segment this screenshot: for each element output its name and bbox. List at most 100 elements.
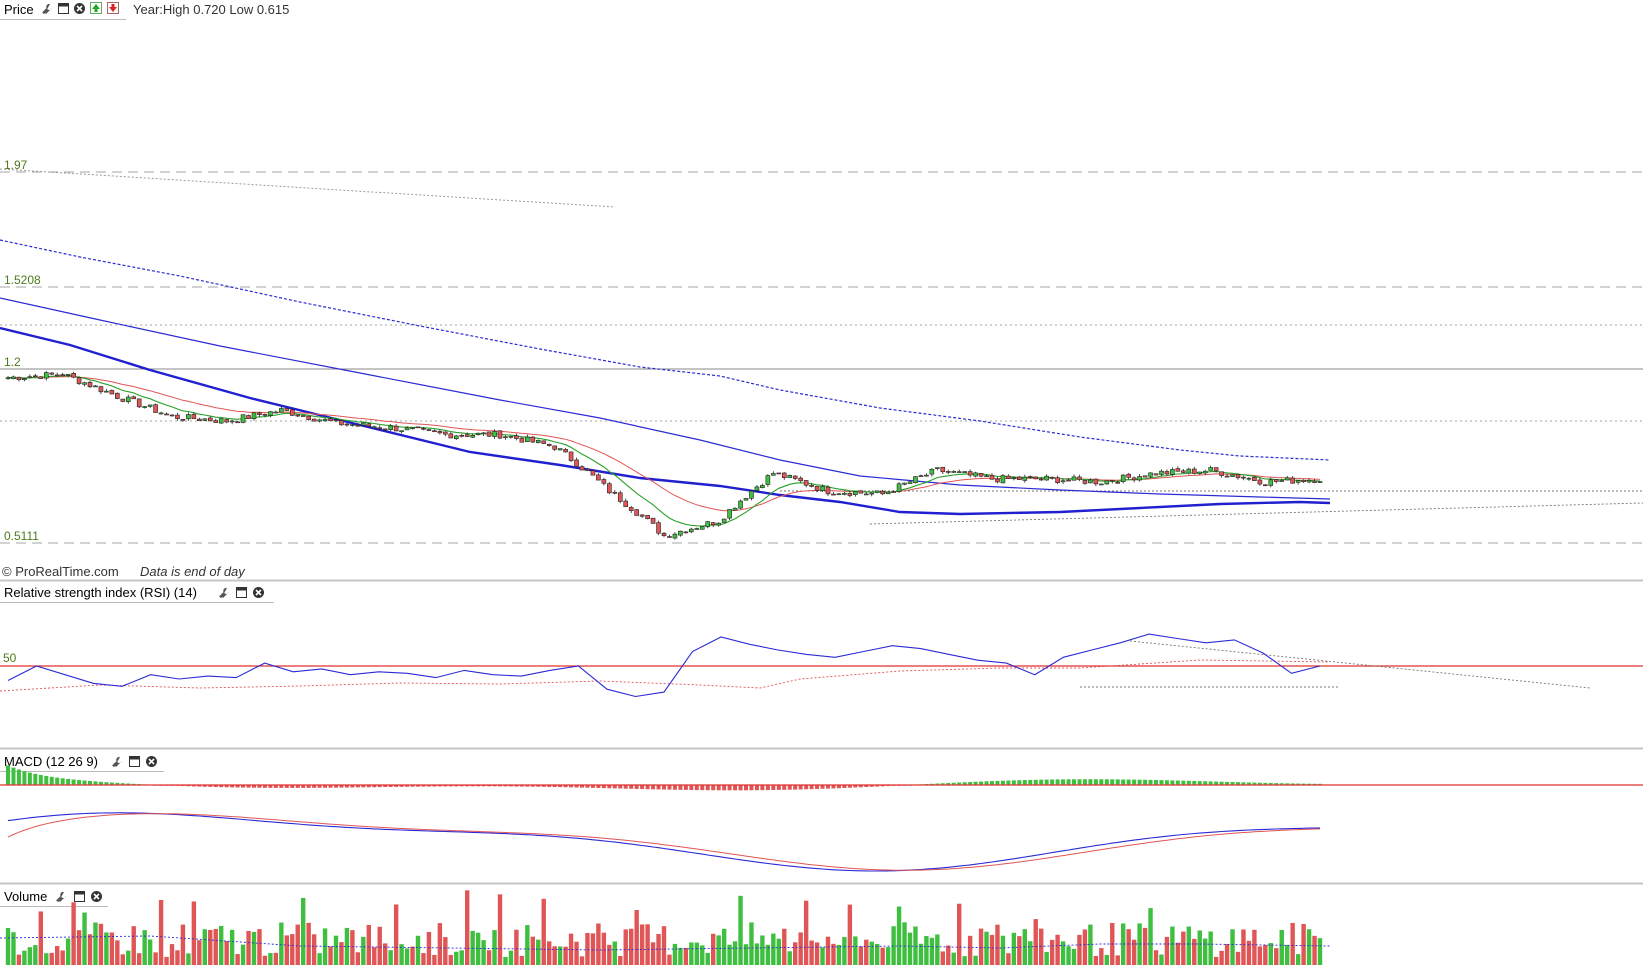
candle-body-down bbox=[918, 475, 924, 477]
volume-bar-down bbox=[683, 947, 689, 965]
macd-bar-positive bbox=[1066, 779, 1071, 785]
candle-body-down bbox=[443, 431, 448, 435]
volume-bar-up bbox=[935, 934, 940, 965]
candle-body-up bbox=[268, 411, 273, 416]
macd-bar-negative bbox=[547, 785, 552, 787]
macd-bar-negative bbox=[405, 785, 410, 787]
volume-bar-up bbox=[301, 897, 306, 965]
macd-bar-negative bbox=[372, 785, 377, 788]
wrench-icon[interactable] bbox=[56, 891, 66, 903]
volume-bar-down bbox=[1039, 928, 1044, 965]
candle-body-down bbox=[552, 445, 557, 450]
candle bbox=[634, 508, 639, 516]
volume-bar-up bbox=[984, 931, 989, 965]
volume-bar-down bbox=[858, 946, 863, 965]
candle-body-down bbox=[628, 507, 634, 511]
candle-body-down bbox=[568, 451, 574, 461]
volume-bar-up bbox=[902, 922, 907, 965]
macd-bar-negative bbox=[306, 785, 311, 788]
candle-body-up bbox=[1317, 481, 1323, 483]
candle bbox=[273, 410, 279, 414]
macd-bar-negative bbox=[733, 785, 738, 791]
volume-bar-down bbox=[213, 929, 218, 965]
candle bbox=[1126, 472, 1131, 480]
window-icon[interactable] bbox=[129, 756, 140, 767]
candle-body-down bbox=[235, 421, 240, 424]
arrow-up-icon[interactable] bbox=[90, 2, 102, 14]
window-icon[interactable] bbox=[74, 891, 85, 902]
volume-bar-down bbox=[1082, 929, 1088, 965]
macd-bar-negative bbox=[219, 785, 224, 788]
candle-body-up bbox=[202, 418, 208, 421]
candle-body-down bbox=[645, 515, 650, 520]
volume-bar-down bbox=[1312, 935, 1317, 965]
volume-bar-down bbox=[618, 955, 623, 965]
candle bbox=[1301, 479, 1306, 484]
close-icon[interactable] bbox=[74, 3, 85, 14]
candle-body-down bbox=[1082, 480, 1088, 484]
candle bbox=[464, 432, 470, 438]
macd-bar-negative bbox=[350, 785, 355, 788]
volume-bar-up bbox=[557, 946, 563, 965]
wrench-icon[interactable] bbox=[112, 756, 122, 768]
window-icon[interactable] bbox=[58, 3, 69, 14]
volume-bar-down bbox=[262, 955, 268, 965]
candle bbox=[371, 425, 377, 429]
candle bbox=[809, 483, 814, 488]
candle bbox=[765, 474, 771, 487]
wrench-icon[interactable] bbox=[219, 587, 229, 599]
volume-bar-up bbox=[1285, 944, 1290, 965]
volume-bar-down bbox=[1126, 929, 1131, 965]
candle-body-down bbox=[1055, 477, 1060, 483]
trendline-upper bbox=[0, 168, 616, 208]
volume-bar-down bbox=[568, 933, 574, 965]
candle-body-up bbox=[1148, 472, 1153, 477]
volume-bar-down bbox=[1153, 950, 1159, 965]
macd-bar-negative bbox=[388, 785, 393, 787]
macd-bar-positive bbox=[1148, 779, 1153, 785]
candle-body-down bbox=[1093, 478, 1099, 485]
candle bbox=[874, 490, 880, 494]
macd-bar-positive bbox=[115, 782, 120, 785]
volume-bar-up bbox=[388, 950, 393, 965]
volume-bar-down bbox=[131, 926, 136, 965]
volume-bar-down bbox=[257, 929, 262, 965]
volume-title: Volume bbox=[4, 889, 47, 904]
candle bbox=[842, 492, 847, 496]
candle-body-down bbox=[415, 426, 421, 429]
candle bbox=[929, 468, 935, 477]
candle-body-up bbox=[1230, 474, 1235, 477]
close-icon[interactable] bbox=[146, 756, 157, 767]
volume-bar-up bbox=[842, 937, 847, 965]
candle bbox=[557, 448, 563, 451]
candle-body-down bbox=[596, 474, 601, 481]
macd-bar-positive bbox=[44, 775, 49, 785]
candle-body-down bbox=[1290, 477, 1295, 484]
candle-body-up bbox=[1268, 479, 1274, 486]
wrench-icon[interactable] bbox=[42, 3, 52, 15]
rsi-ma-line bbox=[0, 659, 1331, 692]
candle-body-down bbox=[421, 428, 426, 430]
macd-bar-negative bbox=[470, 785, 475, 787]
volume-bar-down bbox=[115, 940, 120, 965]
volume-bar-down bbox=[1033, 919, 1038, 965]
macd-bar-negative bbox=[771, 785, 776, 791]
candle bbox=[798, 476, 803, 483]
close-icon[interactable] bbox=[91, 891, 102, 902]
macd-bar-negative bbox=[279, 785, 284, 788]
macd-bar-negative bbox=[623, 785, 628, 789]
window-icon[interactable] bbox=[236, 587, 247, 598]
close-icon[interactable] bbox=[253, 587, 264, 598]
arrow-down-icon[interactable] bbox=[107, 2, 119, 14]
candle-body-up bbox=[935, 467, 940, 469]
candle bbox=[38, 376, 44, 379]
candle bbox=[678, 530, 683, 537]
volume-bar-up bbox=[1317, 938, 1323, 965]
volume-bar-up bbox=[612, 941, 617, 965]
candle bbox=[1137, 474, 1142, 482]
volume-bar-down bbox=[372, 947, 377, 965]
macd-bar-negative bbox=[454, 785, 459, 787]
volume-bar-down bbox=[350, 930, 355, 965]
candle bbox=[962, 471, 967, 473]
volume-bar-up bbox=[344, 927, 350, 965]
